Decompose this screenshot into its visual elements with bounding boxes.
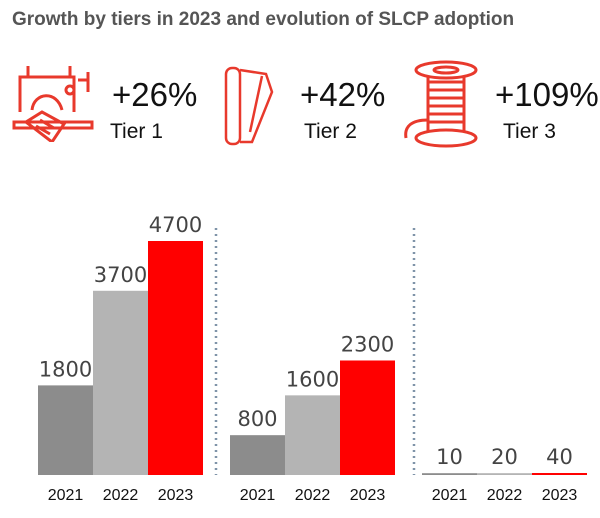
x-tick-label: 2021 xyxy=(48,487,84,504)
x-tick-label: 2022 xyxy=(295,487,331,504)
x-tick-label: 2023 xyxy=(158,487,194,504)
thread-spool-icon xyxy=(404,60,478,148)
x-tick-label: 2022 xyxy=(487,487,523,504)
x-tick-label: 2021 xyxy=(240,487,276,504)
sewing-machine-icon xyxy=(12,66,94,142)
data-label: 20 xyxy=(491,445,518,469)
x-tick-label: 2022 xyxy=(103,487,139,504)
bar-tier3-2021 xyxy=(422,473,477,475)
data-label: 4700 xyxy=(149,213,202,237)
bar-tier3-2023 xyxy=(532,473,587,475)
data-label: 2300 xyxy=(341,332,394,356)
x-tick-label: 2023 xyxy=(350,487,386,504)
tier3-label: Tier 3 xyxy=(503,120,556,143)
tier1-growth: +26% xyxy=(112,76,198,113)
data-label: 800 xyxy=(237,407,277,431)
bar-tier3-2022 xyxy=(477,473,532,475)
bar-tier2-2023 xyxy=(340,360,395,475)
data-label: 10 xyxy=(436,445,463,469)
bar-tier2-2022 xyxy=(285,395,340,475)
x-tick-label: 2021 xyxy=(432,487,468,504)
fabric-roll-icon xyxy=(224,66,274,146)
bar-tier1-2022 xyxy=(93,290,148,475)
tier3-growth: +109% xyxy=(495,76,599,113)
data-label: 40 xyxy=(546,445,573,469)
tier2-label: Tier 2 xyxy=(304,120,357,143)
data-label: 1800 xyxy=(39,357,92,381)
bar-tier1-2023 xyxy=(148,241,203,475)
chart-title: Growth by tiers in 2023 and evolution of… xyxy=(12,9,515,30)
bar-tier1-2021 xyxy=(38,385,93,475)
data-label: 3700 xyxy=(94,263,147,287)
tier1-label: Tier 1 xyxy=(110,120,163,143)
bar-tier2-2021 xyxy=(230,435,285,475)
tier2-growth: +42% xyxy=(300,76,386,113)
data-label: 1600 xyxy=(286,367,339,391)
x-tick-label: 2023 xyxy=(542,487,578,504)
